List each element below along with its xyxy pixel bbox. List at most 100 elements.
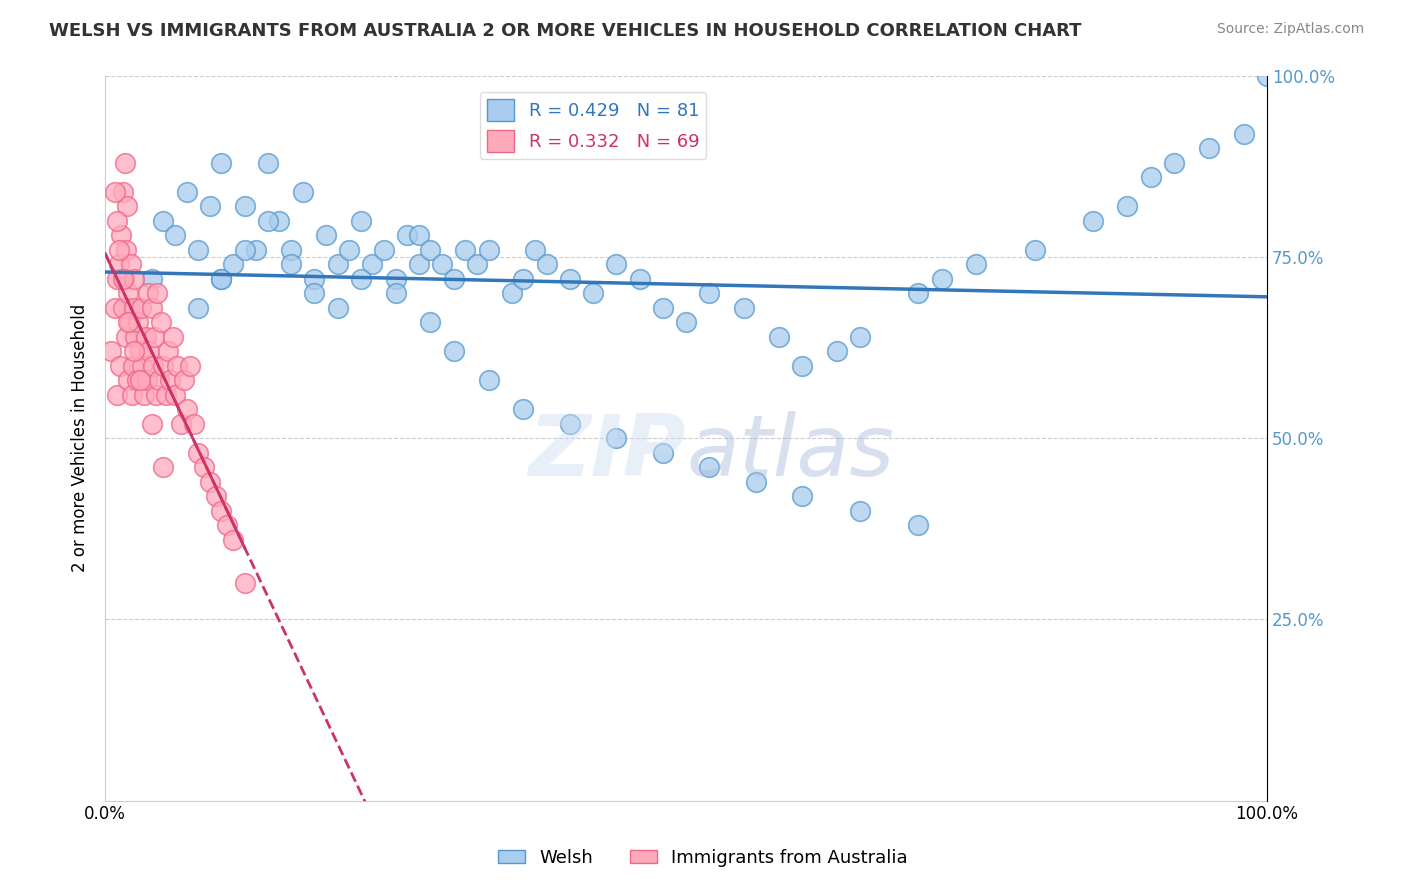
Point [245,243,267,257]
Point [117,286,139,301]
Point [152,359,174,373]
Point [163,387,186,401]
Point [1116,199,1139,213]
Point [111,185,134,199]
Point [477,373,499,387]
Point [148,373,170,387]
Point [193,460,215,475]
Point [122,301,145,315]
Point [1139,169,1161,184]
Point [233,576,256,591]
Point [280,243,302,257]
Point [501,286,523,301]
Point [217,518,239,533]
Point [143,329,166,343]
Point [966,257,988,271]
Point [135,329,157,343]
Point [187,445,209,459]
Point [129,344,152,359]
Point [1163,155,1185,169]
Point [149,315,172,329]
Point [152,460,174,475]
Text: WELSH VS IMMIGRANTS FROM AUSTRALIA 2 OR MORE VEHICLES IN HOUSEHOLD CORRELATION C: WELSH VS IMMIGRANTS FROM AUSTRALIA 2 OR … [49,22,1081,40]
Point [454,243,477,257]
Point [108,243,131,257]
Point [605,431,627,445]
Point [849,503,872,517]
Point [825,344,848,359]
Point [117,199,139,213]
Point [419,243,441,257]
Point [162,329,184,343]
Legend: Welsh, Immigrants from Australia: Welsh, Immigrants from Australia [491,842,915,874]
Point [419,315,441,329]
Point [233,199,256,213]
Point [129,301,152,315]
Point [745,475,768,489]
Point [166,359,188,373]
Point [1198,141,1220,155]
Point [131,359,153,373]
Point [176,185,198,199]
Point [108,257,131,271]
Point [103,185,125,199]
Point [651,301,673,315]
Point [209,503,232,517]
Point [384,286,406,301]
Point [233,243,256,257]
Point [315,227,337,242]
Point [269,213,291,227]
Point [141,271,163,285]
Point [136,286,159,301]
Point [141,417,163,431]
Point [280,257,302,271]
Point [524,243,547,257]
Point [112,271,135,285]
Point [361,257,384,271]
Point [1024,243,1046,257]
Text: ZIP: ZIP [529,411,686,494]
Point [465,257,488,271]
Point [396,227,419,242]
Point [931,271,953,285]
Point [111,271,134,285]
Point [697,286,720,301]
Legend: R = 0.429   N = 81, R = 0.332   N = 69: R = 0.429 N = 81, R = 0.332 N = 69 [479,92,706,160]
Point [141,301,163,315]
Point [675,315,697,329]
Point [304,271,326,285]
Point [907,518,929,533]
Point [187,301,209,315]
Point [146,286,169,301]
Point [173,373,195,387]
Point [209,271,232,285]
Point [1081,213,1104,227]
Point [257,213,280,227]
Point [136,373,159,387]
Point [209,155,232,169]
Point [477,243,499,257]
Text: Source: ZipAtlas.com: Source: ZipAtlas.com [1216,22,1364,37]
Point [443,344,465,359]
Point [170,417,193,431]
Point [156,344,179,359]
Point [1233,127,1256,141]
Point [103,301,125,315]
Point [183,417,205,431]
Point [907,286,929,301]
Point [121,387,143,401]
Point [536,257,558,271]
Point [111,301,134,315]
Point [100,344,122,359]
Point [117,373,139,387]
Point [118,315,141,329]
Point [129,373,152,387]
Y-axis label: 2 or more Vehicles in Household: 2 or more Vehicles in Household [72,304,89,572]
Point [605,257,627,271]
Point [257,155,280,169]
Point [733,301,755,315]
Point [105,387,128,401]
Point [304,286,326,301]
Point [122,359,145,373]
Point [558,271,581,285]
